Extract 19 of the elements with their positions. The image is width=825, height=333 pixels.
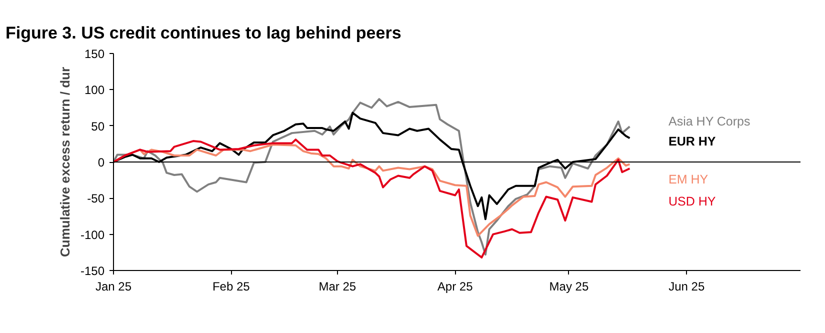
- text: EUR HY: [668, 134, 716, 148]
- chart-title: Figure 3. US credit continues to lag behind peers: [6, 24, 402, 42]
- x-tick-label: Mar 25: [318, 280, 356, 294]
- x-tick-label: Apr 25: [437, 280, 474, 294]
- y-tick-label: -150: [80, 264, 105, 278]
- y-tick-label: 50: [91, 119, 105, 134]
- x-tick-label: May 25: [549, 280, 589, 294]
- x-tick-label: Jun 25: [668, 280, 705, 294]
- y-tick-label: -50: [87, 192, 105, 206]
- y-tick-label: 0: [98, 156, 105, 170]
- y-tick-label: 150: [84, 47, 105, 61]
- x-tick-label: Feb 25: [212, 280, 250, 294]
- x-tick-label: Jan 25: [95, 280, 132, 294]
- text: Asia HY Corps: [668, 114, 750, 128]
- text: EM HY: [668, 172, 709, 186]
- text: USD HY: [668, 194, 716, 208]
- y-tick-label: -100: [80, 228, 105, 242]
- y-tick-label: 100: [84, 83, 105, 98]
- y-axis-title: Cumulative excess return / dur: [57, 66, 72, 258]
